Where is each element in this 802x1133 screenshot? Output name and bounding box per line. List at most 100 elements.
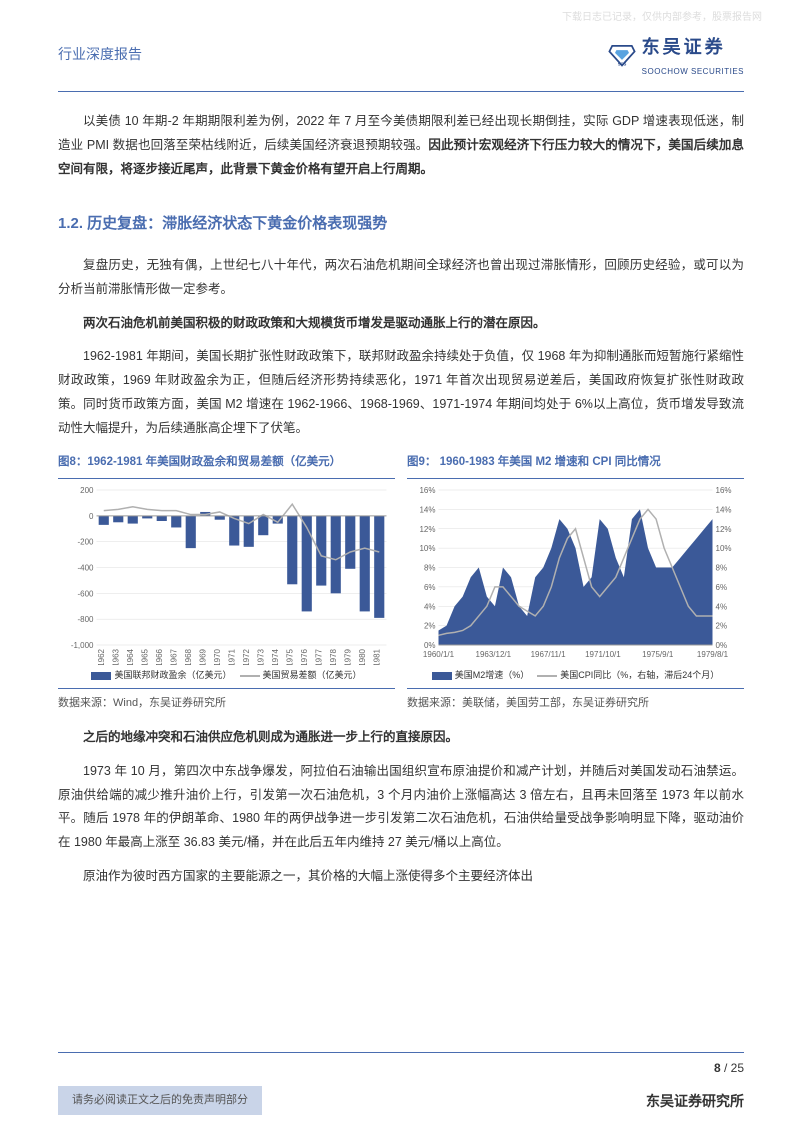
legend-swatch-bar <box>91 672 111 680</box>
chart9-legend-line: 美国CPI同比（%，右轴，滞后24个月） <box>537 667 719 684</box>
svg-text:0%: 0% <box>424 641 436 650</box>
svg-text:1980: 1980 <box>358 649 367 666</box>
paragraph-7: 原油作为彼时西方国家的主要能源之一，其价格的大幅上涨使得多个主要经济体出 <box>58 865 744 889</box>
svg-text:1978: 1978 <box>329 649 338 666</box>
chart9-legend-area-label: 美国M2增速（%） <box>455 667 530 684</box>
page-total: / 25 <box>724 1061 744 1075</box>
disclaimer: 请务必阅读正文之后的免责声明部分 <box>58 1086 262 1115</box>
chart9-legend: 美国M2增速（%） 美国CPI同比（%，右轴，滞后24个月） <box>407 667 744 684</box>
svg-text:-400: -400 <box>77 564 94 573</box>
svg-text:10%: 10% <box>419 544 435 553</box>
legend-line-trade <box>240 675 260 677</box>
logo-text-cn: 东吴证券 <box>642 30 744 64</box>
svg-text:1968: 1968 <box>184 649 193 666</box>
chart9-block: 图9： 1960-1983 年美国 M2 增速和 CPI 同比情况 0% 0% 2%… <box>407 452 744 714</box>
svg-text:1962: 1962 <box>97 649 106 666</box>
svg-text:6%: 6% <box>424 583 436 592</box>
paragraph-3: 两次石油危机前美国积极的财政政策和大规模货币增发是驱动通胀上行的潜在原因。 <box>58 312 744 336</box>
page-number: 8 / 25 <box>58 1052 744 1080</box>
svg-text:1976: 1976 <box>300 649 309 666</box>
svg-text:1967: 1967 <box>169 649 178 666</box>
svg-text:1972: 1972 <box>242 649 251 666</box>
svg-text:2%: 2% <box>424 622 436 631</box>
svg-text:16%: 16% <box>716 486 732 495</box>
svg-text:2%: 2% <box>716 622 728 631</box>
footer-row: 请务必阅读正文之后的免责声明部分 东吴证券研究所 <box>58 1086 744 1115</box>
paragraph-2: 复盘历史，无独有偶，上世纪七八十年代，两次石油危机期间全球经济也曾出现过滞胀情形… <box>58 254 744 302</box>
p5-bold: 之后的地缘冲突和石油供应危机则成为通胀进一步上行的直接原因。 <box>83 730 458 744</box>
logo-text-en: SOOCHOW SECURITIES <box>642 64 744 79</box>
svg-text:4%: 4% <box>716 602 728 611</box>
footer: 8 / 25 请务必阅读正文之后的免责声明部分 东吴证券研究所 <box>0 1052 802 1133</box>
chart9-legend-line-label: 美国CPI同比（%，右轴，滞后24个月） <box>560 667 719 684</box>
chart8-legend-bar: 美国联邦财政盈余（亿美元） <box>91 667 231 684</box>
svg-text:SCS: SCS <box>617 61 626 66</box>
svg-text:1975/9/1: 1975/9/1 <box>642 650 674 659</box>
institute-name: 东吴证券研究所 <box>646 1088 744 1115</box>
chart8-legend: 美国联邦财政盈余（亿美元） 美国贸易差额（亿美元） <box>58 667 395 684</box>
svg-text:1960/1/1: 1960/1/1 <box>423 650 455 659</box>
paragraph-4: 1962-1981 年期间，美国长期扩张性财政政策下，联邦财政盈余持续处于负值，… <box>58 345 744 440</box>
svg-text:16%: 16% <box>419 486 435 495</box>
svg-text:1965: 1965 <box>140 649 149 666</box>
svg-text:1966: 1966 <box>155 649 164 666</box>
chart8-source: 数据来源：Wind，东吴证券研究所 <box>58 688 395 714</box>
svg-text:-200: -200 <box>77 538 94 547</box>
charts-row: 图8：1962-1981 年美国财政盈余和贸易差额（亿美元） -1,000 -80… <box>58 452 744 714</box>
svg-text:1979/8/1: 1979/8/1 <box>697 650 729 659</box>
svg-text:1970: 1970 <box>213 649 222 666</box>
svg-text:4%: 4% <box>424 602 436 611</box>
svg-text:0: 0 <box>89 512 94 521</box>
svg-text:10%: 10% <box>716 544 732 553</box>
svg-text:1964: 1964 <box>126 649 135 666</box>
category-label: 行业深度报告 <box>58 41 142 68</box>
chart8-block: 图8：1962-1981 年美国财政盈余和贸易差额（亿美元） -1,000 -80… <box>58 452 395 714</box>
p3-bold: 两次石油危机前美国积极的财政政策和大规模货币增发是驱动通胀上行的潜在原因。 <box>83 316 546 330</box>
svg-text:1974: 1974 <box>271 649 280 666</box>
chart9-title: 图9： 1960-1983 年美国 M2 增速和 CPI 同比情况 <box>407 452 744 479</box>
svg-text:1971: 1971 <box>227 649 236 666</box>
svg-text:0%: 0% <box>716 641 728 650</box>
chart9-legend-area: 美国M2增速（%） <box>432 667 530 684</box>
svg-text:1967/11/1: 1967/11/1 <box>531 650 567 659</box>
watermark: 下载日志已记录，仅供内部参考，股票报告网 <box>562 8 762 27</box>
header-divider <box>58 91 744 92</box>
chart9-canvas: 0% 0% 2% 2% 4% 4% 6% 6% 8% 8% 10% 10% 12% 12% 14% 14% 16… <box>407 485 744 665</box>
chart8-title: 图8：1962-1981 年美国财政盈余和贸易差额（亿美元） <box>58 452 395 479</box>
chart8-legend-bar-label: 美国联邦财政盈余（亿美元） <box>114 667 231 684</box>
chart8-canvas: -1,000 -800 -600 -400 -200 0 200 1962 1963 1964 19… <box>58 485 395 665</box>
logo-icon: SCS <box>608 43 636 67</box>
legend-line-cpi <box>537 675 557 677</box>
company-logo: SCS 东吴证券 SOOCHOW SECURITIES <box>608 30 744 79</box>
section-title: 1.2. 历史复盘：滞胀经济状态下黄金价格表现强势 <box>58 210 744 239</box>
legend-swatch-area <box>432 672 452 680</box>
svg-text:1971/10/1: 1971/10/1 <box>585 650 621 659</box>
svg-text:-600: -600 <box>77 590 94 599</box>
svg-text:14%: 14% <box>716 506 732 515</box>
svg-text:1979: 1979 <box>343 649 352 666</box>
svg-text:-800: -800 <box>77 615 94 624</box>
svg-text:12%: 12% <box>419 525 435 534</box>
chart9-source: 数据来源：美联储，美国劳工部，东吴证券研究所 <box>407 688 744 714</box>
svg-text:1975: 1975 <box>285 649 294 666</box>
svg-text:1963/12/1: 1963/12/1 <box>476 650 512 659</box>
svg-text:1969: 1969 <box>198 649 207 666</box>
main-content: 以美债 10 年期-2 年期期限利差为例，2022 年 7 月至今美债期限利差已… <box>0 110 802 888</box>
svg-text:1977: 1977 <box>314 649 323 666</box>
chart8-legend-line: 美国贸易差额（亿美元） <box>240 667 362 684</box>
svg-text:6%: 6% <box>716 583 728 592</box>
svg-text:1963: 1963 <box>111 649 120 666</box>
paragraph-5: 之后的地缘冲突和石油供应危机则成为通胀进一步上行的直接原因。 <box>58 726 744 750</box>
paragraph-6: 1973 年 10 月，第四次中东战争爆发，阿拉伯石油输出国组织宣布原油提价和减… <box>58 760 744 855</box>
svg-text:1973: 1973 <box>256 649 265 666</box>
svg-text:14%: 14% <box>419 506 435 515</box>
svg-text:200: 200 <box>80 486 94 495</box>
paragraph-intro: 以美债 10 年期-2 年期期限利差为例，2022 年 7 月至今美债期限利差已… <box>58 110 744 181</box>
svg-text:-1,000: -1,000 <box>71 641 94 650</box>
svg-text:1981: 1981 <box>372 649 381 666</box>
svg-text:12%: 12% <box>716 525 732 534</box>
page-current: 8 <box>714 1061 724 1075</box>
svg-text:8%: 8% <box>716 564 728 573</box>
svg-text:8%: 8% <box>424 564 436 573</box>
chart8-legend-line-label: 美国贸易差额（亿美元） <box>263 667 362 684</box>
